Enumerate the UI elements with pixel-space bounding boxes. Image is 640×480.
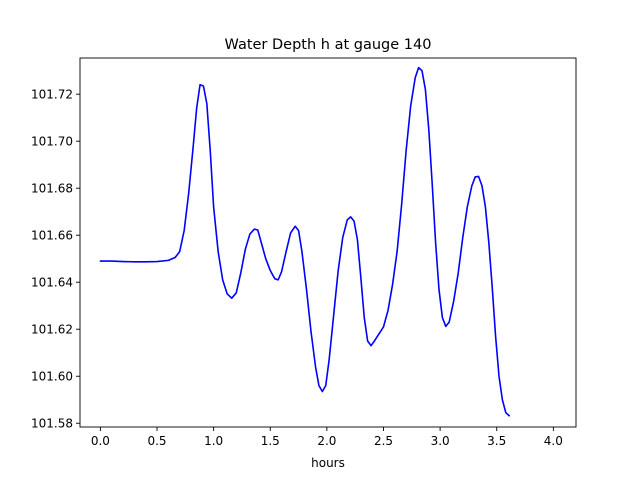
y-tick-label: 101.64 (31, 276, 73, 290)
x-tick-label: 2.0 (317, 434, 336, 448)
plot-frame (79, 57, 577, 428)
x-tick-label: 1.5 (261, 434, 280, 448)
y-tick-label: 101.72 (31, 88, 73, 102)
x-tick-label: 1.0 (204, 434, 223, 448)
y-tick-label: 101.58 (31, 417, 73, 431)
x-tick-label: 0.5 (147, 434, 166, 448)
x-tick-label: 0.0 (91, 434, 110, 448)
y-tick-label: 101.62 (31, 323, 73, 337)
x-tick-label: 3.5 (487, 434, 506, 448)
x-tick-label: 3.0 (431, 434, 450, 448)
series-line-0 (99, 66, 510, 417)
plot-area: 0.0 0.5 1.0 1.5 2.0 2.5 3.0 3.5 4.0 101.58 101.60 1… (31, 57, 577, 448)
chart-title: Water Depth h at gauge 140 (225, 37, 432, 53)
y-tick-label: 101.66 (31, 229, 73, 243)
y-tick-label: 101.68 (31, 182, 73, 196)
x-tick-label: 4.0 (544, 434, 563, 448)
x-axis-label: hours (311, 456, 345, 470)
x-tick-label: 2.5 (374, 434, 393, 448)
y-tick-label: 101.70 (31, 135, 73, 149)
y-tick-label: 101.60 (31, 370, 73, 384)
